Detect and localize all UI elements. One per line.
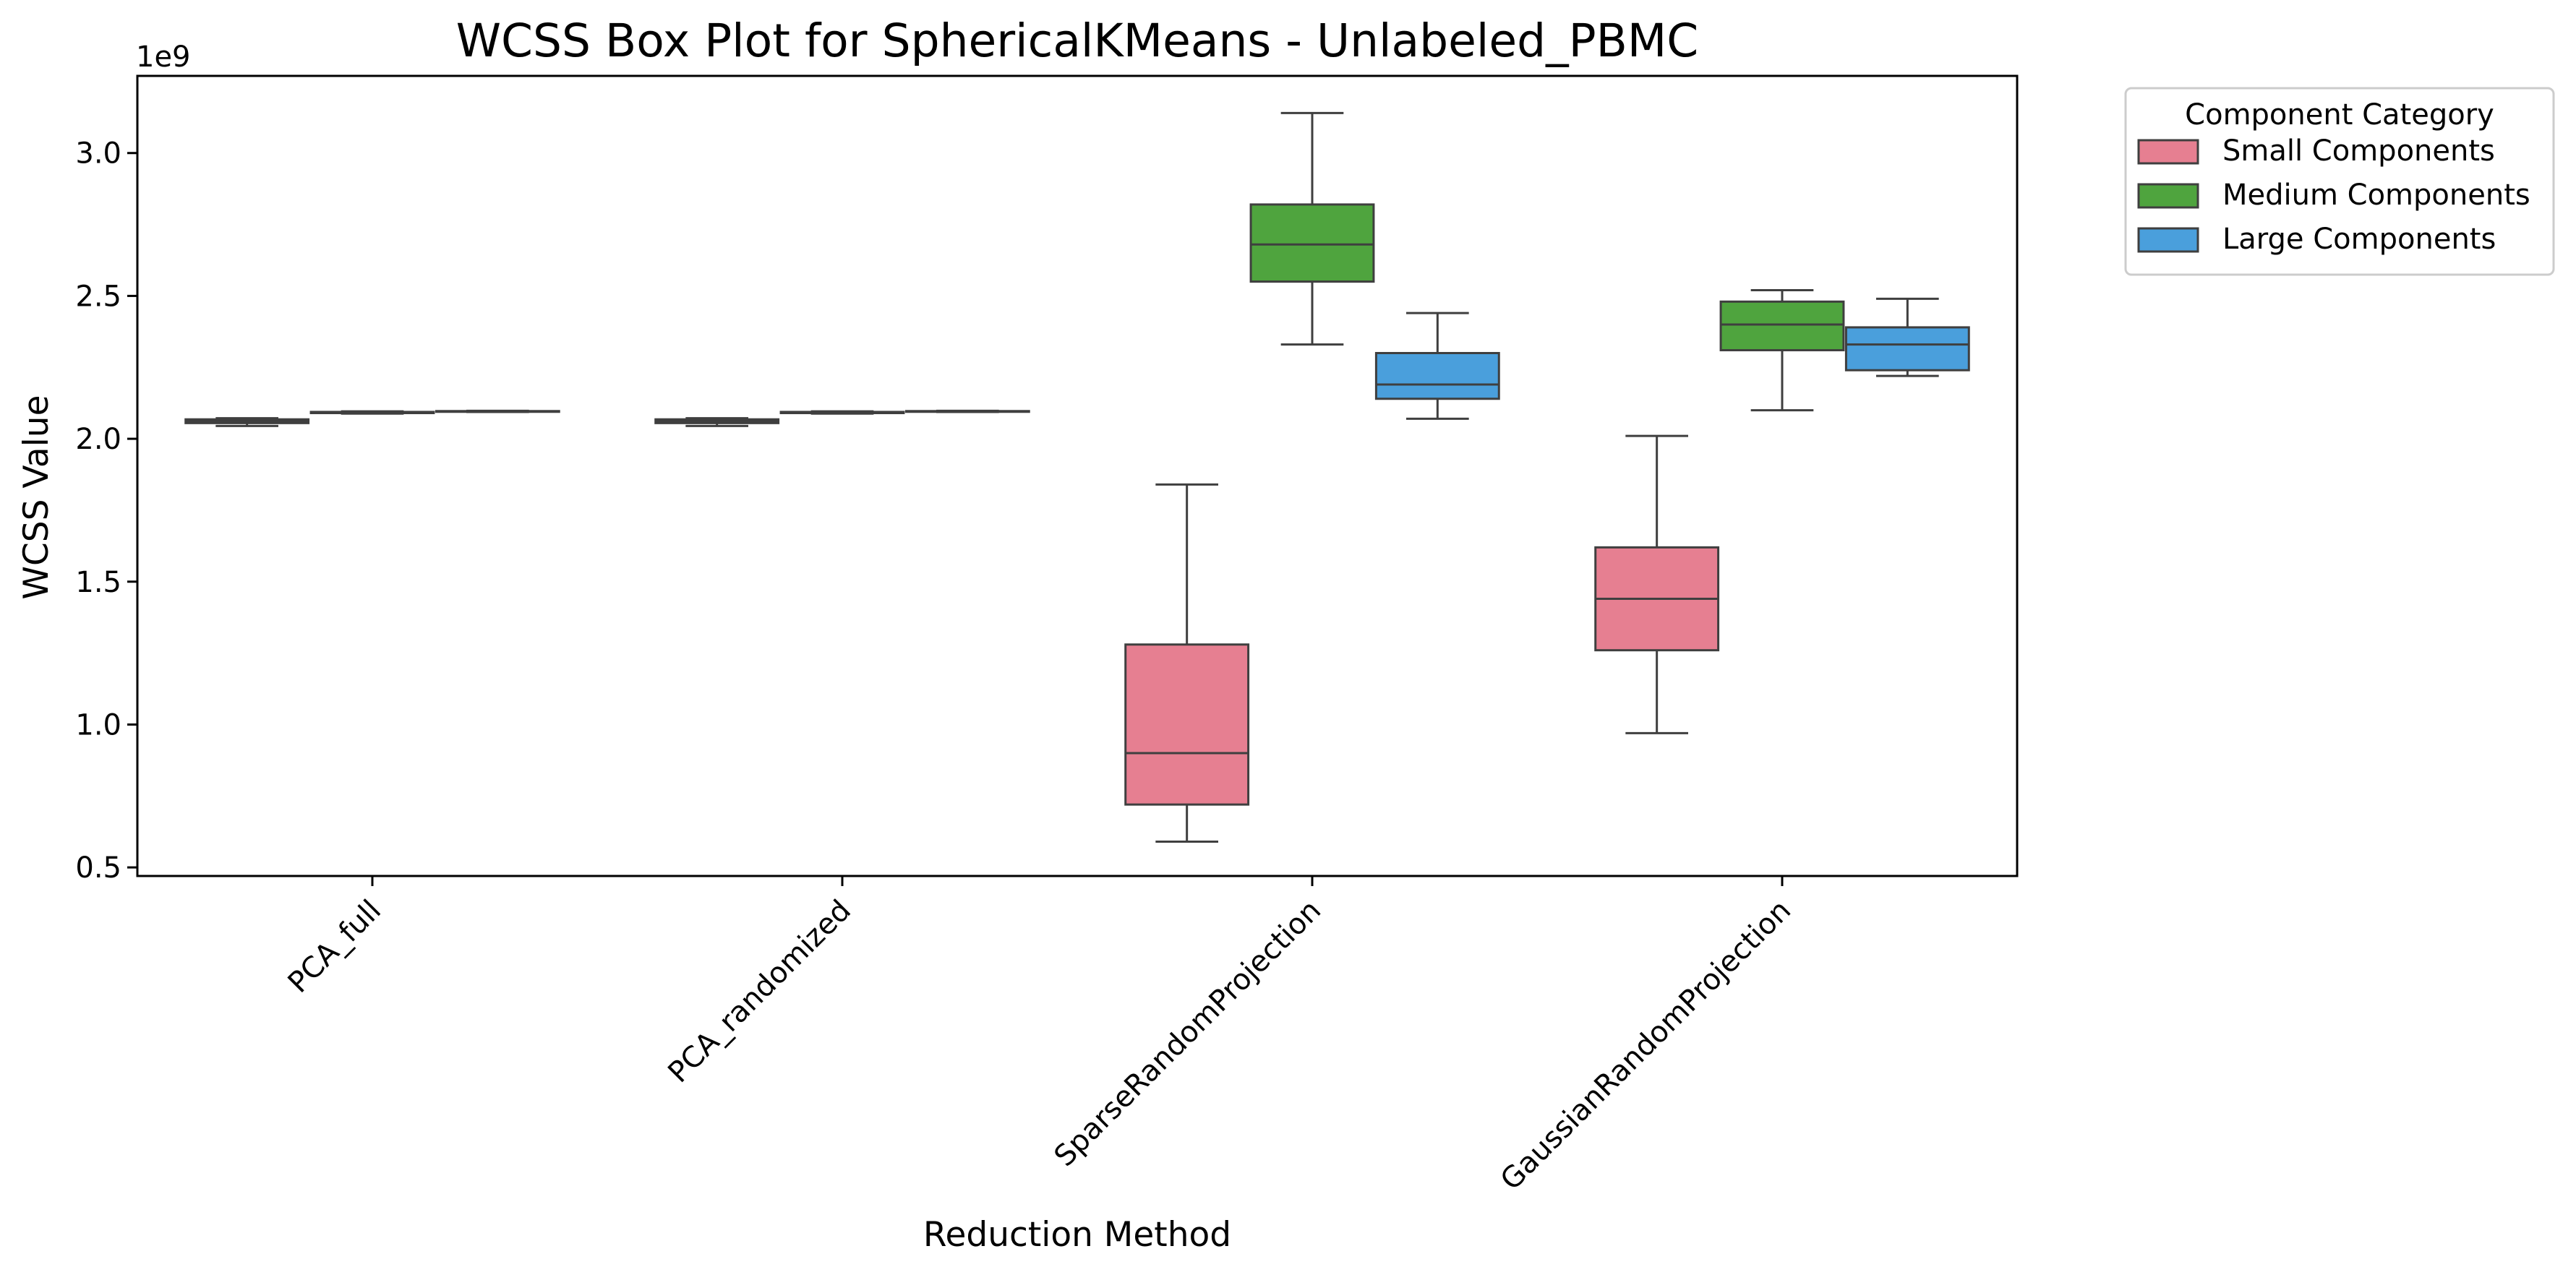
y-tick-label: 1.5 xyxy=(75,566,121,599)
legend-label: Medium Components xyxy=(2222,179,2530,212)
legend-title: Component Category xyxy=(2185,98,2494,132)
plot-frame xyxy=(136,74,2019,877)
box xyxy=(1374,351,1500,400)
y-tick-label: 2.0 xyxy=(75,423,121,456)
plot-area: 0.5 1.0 1.5 2.0 2.5 3.0 PCA_full PCA_randomized… xyxy=(75,74,2019,1197)
y-axis-label: WCSS Value xyxy=(17,395,56,600)
legend-items: Small Components Medium Components Large C… xyxy=(2137,134,2530,256)
y-axis-offset-label: 1e9 xyxy=(136,40,191,74)
y-tick-label: 1.0 xyxy=(75,708,121,742)
y-tick-label: 3.0 xyxy=(75,137,121,171)
x-axis-label: Reduction Method xyxy=(923,1215,1231,1255)
legend-swatch xyxy=(2137,183,2199,209)
legend-swatch xyxy=(2137,227,2199,253)
x-tick-label: GaussianRandomProjection xyxy=(1494,894,1797,1197)
box xyxy=(1844,326,1970,371)
legend-swatch xyxy=(2137,139,2199,165)
legend: Component Category Small Components Mediu… xyxy=(2124,87,2555,276)
box xyxy=(1249,203,1375,283)
box xyxy=(1719,300,1845,352)
y-tick-label: 0.5 xyxy=(75,851,121,885)
x-tick-label: PCA_randomized xyxy=(662,894,857,1090)
legend-frame xyxy=(2124,87,2555,276)
box xyxy=(1124,643,1250,806)
y-tick-label: 2.5 xyxy=(75,280,121,313)
legend-label: Large Components xyxy=(2222,223,2496,256)
chart-title: WCSS Box Plot for SphericalKMeans - Unla… xyxy=(456,14,1698,67)
x-tick-label: PCA_full xyxy=(282,894,388,1000)
x-tick-label: SparseRandomProjection xyxy=(1048,894,1328,1174)
legend-label: Small Components xyxy=(2222,134,2495,168)
